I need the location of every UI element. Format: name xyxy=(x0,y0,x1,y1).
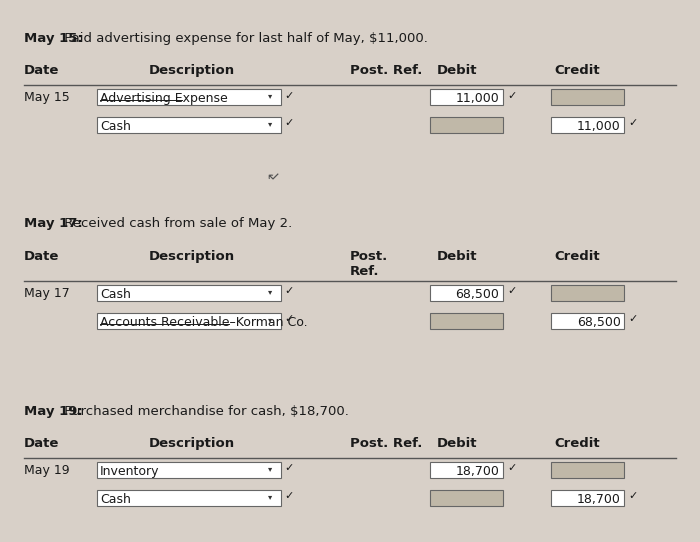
Text: ✓: ✓ xyxy=(285,463,294,473)
Text: Post.: Post. xyxy=(350,249,389,262)
Text: ✓: ✓ xyxy=(507,286,517,296)
Text: Credit: Credit xyxy=(555,437,601,450)
Text: ✓: ✓ xyxy=(285,91,294,101)
Text: Credit: Credit xyxy=(555,249,601,262)
FancyBboxPatch shape xyxy=(430,285,503,301)
Text: ✓: ✓ xyxy=(285,119,294,128)
Text: Credit: Credit xyxy=(555,64,601,78)
Text: May 19: May 19 xyxy=(24,464,69,477)
Text: May 15: May 15 xyxy=(24,91,69,104)
Text: Date: Date xyxy=(24,64,59,78)
Text: ✓: ✓ xyxy=(285,286,294,296)
FancyBboxPatch shape xyxy=(430,117,503,133)
Text: Date: Date xyxy=(24,249,59,262)
Text: Post. Ref.: Post. Ref. xyxy=(350,64,422,78)
Text: 68,500: 68,500 xyxy=(577,316,621,329)
Text: Cash: Cash xyxy=(100,493,131,506)
FancyBboxPatch shape xyxy=(552,313,624,329)
Text: Paid advertising expense for last half of May, $11,000.: Paid advertising expense for last half o… xyxy=(60,33,428,46)
Text: ✓: ✓ xyxy=(629,119,638,128)
Text: Cash: Cash xyxy=(100,120,131,133)
FancyBboxPatch shape xyxy=(552,89,624,105)
Text: 68,500: 68,500 xyxy=(456,288,499,301)
Text: Debit: Debit xyxy=(437,437,477,450)
Text: Debit: Debit xyxy=(437,249,477,262)
Text: ✓: ✓ xyxy=(629,314,638,324)
Text: May 17:: May 17: xyxy=(24,217,83,230)
Text: ✓: ✓ xyxy=(507,91,517,101)
FancyBboxPatch shape xyxy=(430,313,503,329)
Text: ✓: ✓ xyxy=(285,491,294,501)
Text: Description: Description xyxy=(148,64,235,78)
Text: ✓: ✓ xyxy=(629,491,638,501)
Text: 18,700: 18,700 xyxy=(456,465,499,478)
Text: 11,000: 11,000 xyxy=(456,92,499,105)
FancyBboxPatch shape xyxy=(552,117,624,133)
Text: Description: Description xyxy=(148,437,235,450)
Text: May 19:: May 19: xyxy=(24,405,83,418)
Text: 11,000: 11,000 xyxy=(577,120,621,133)
Text: ↱: ↱ xyxy=(261,163,279,181)
Text: Debit: Debit xyxy=(437,64,477,78)
FancyBboxPatch shape xyxy=(430,490,503,506)
Text: Cash: Cash xyxy=(100,288,131,301)
FancyBboxPatch shape xyxy=(97,462,281,478)
Text: Date: Date xyxy=(24,437,59,450)
Text: Received cash from sale of May 2.: Received cash from sale of May 2. xyxy=(60,217,293,230)
Text: Advertising Expense: Advertising Expense xyxy=(100,92,228,105)
Text: ✓: ✓ xyxy=(285,314,294,324)
Text: 18,700: 18,700 xyxy=(577,493,621,506)
Text: Accounts Receivable–Korman Co.: Accounts Receivable–Korman Co. xyxy=(100,316,307,329)
FancyBboxPatch shape xyxy=(97,285,281,301)
Text: May 17: May 17 xyxy=(24,287,69,300)
FancyBboxPatch shape xyxy=(552,490,624,506)
Text: Purchased merchandise for cash, $18,700.: Purchased merchandise for cash, $18,700. xyxy=(60,405,349,418)
FancyBboxPatch shape xyxy=(97,490,281,506)
FancyBboxPatch shape xyxy=(552,285,624,301)
FancyBboxPatch shape xyxy=(430,462,503,478)
Text: May 15:: May 15: xyxy=(24,33,83,46)
Text: Post. Ref.: Post. Ref. xyxy=(350,437,422,450)
Text: ▾: ▾ xyxy=(268,464,272,473)
FancyBboxPatch shape xyxy=(430,89,503,105)
FancyBboxPatch shape xyxy=(97,117,281,133)
Text: Description: Description xyxy=(148,249,235,262)
FancyBboxPatch shape xyxy=(552,462,624,478)
Text: Ref.: Ref. xyxy=(350,264,379,278)
Text: ▾: ▾ xyxy=(268,287,272,296)
FancyBboxPatch shape xyxy=(97,89,281,105)
Text: ▾: ▾ xyxy=(268,91,272,100)
Text: ✓: ✓ xyxy=(507,463,517,473)
Text: ▾: ▾ xyxy=(268,492,272,501)
FancyBboxPatch shape xyxy=(97,313,281,329)
Text: ▾: ▾ xyxy=(268,119,272,128)
Text: ▾: ▾ xyxy=(268,315,272,324)
Text: Inventory: Inventory xyxy=(100,465,160,478)
